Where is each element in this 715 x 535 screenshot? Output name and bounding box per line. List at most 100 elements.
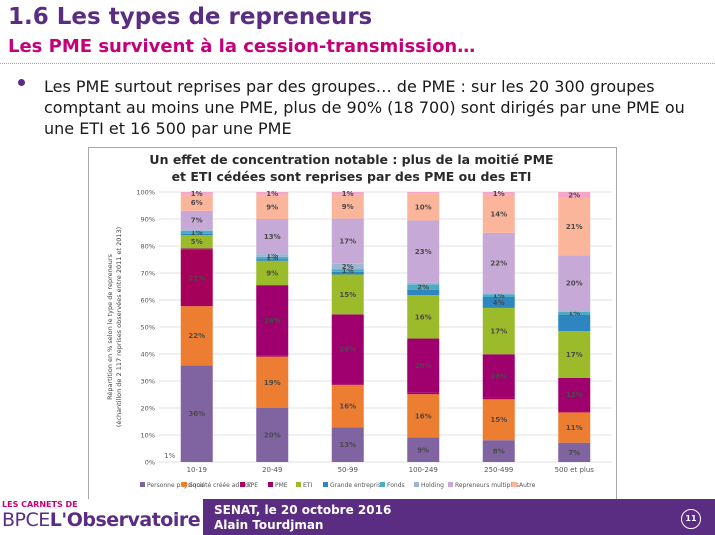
legend-swatch <box>323 482 328 487</box>
data-label: 36% <box>188 410 205 418</box>
y-tick-label: 70% <box>141 270 155 278</box>
bar-segment <box>180 210 213 230</box>
bar-segment <box>407 392 440 395</box>
bar-segment <box>331 383 364 385</box>
data-label: 10% <box>415 203 432 211</box>
legend-swatch <box>512 482 517 487</box>
bar-segment <box>180 194 213 211</box>
data-label: 20% <box>566 279 583 287</box>
bar-segment <box>180 249 213 307</box>
bar-segment <box>482 307 515 355</box>
bar-segment <box>407 282 440 285</box>
data-label: 16% <box>415 313 432 321</box>
data-label: 14% <box>490 210 507 218</box>
legend-label: PME <box>275 482 288 489</box>
page-title: 1.6 Les types de repreneurs <box>8 4 373 30</box>
bar-segment <box>482 399 515 441</box>
legend-swatch <box>296 482 301 487</box>
x-tick-label: 50-99 <box>338 466 358 474</box>
data-label: 2% <box>342 263 354 271</box>
bullet-text: Les PME surtout reprises par des groupes… <box>44 77 685 138</box>
bar-segment <box>256 219 289 255</box>
bar-segment <box>407 338 440 393</box>
bar-segment <box>558 310 591 312</box>
data-label: 1% <box>191 229 203 237</box>
legend-swatch <box>448 482 453 487</box>
bar-segment <box>558 192 591 198</box>
legend-label: Personne physique <box>147 482 204 489</box>
legend-swatch <box>182 482 187 487</box>
bar-segment <box>256 254 289 257</box>
bar-segment <box>407 437 440 462</box>
y-tick-label: 50% <box>141 324 155 332</box>
bar-segment <box>180 234 213 249</box>
x-tick-label: 100-249 <box>409 466 438 474</box>
bar-segment <box>180 192 213 195</box>
data-label: 6% <box>191 199 203 207</box>
bar-segment <box>256 356 289 408</box>
bar-segment <box>331 263 364 270</box>
legend-swatch <box>414 482 419 487</box>
data-label: 21% <box>566 223 583 231</box>
legend-label: Repreneurs multiples <box>455 482 519 489</box>
bar-segment <box>256 285 289 356</box>
bar-segment <box>331 427 364 462</box>
legend-swatch <box>140 482 145 487</box>
y-tick-label: 100% <box>136 189 155 197</box>
chart-title: Un effet de concentration notable : plus… <box>88 151 615 185</box>
bar-segment <box>331 384 364 428</box>
bar-segment <box>558 331 591 378</box>
y-axis-label: Répartition en % selon le type de repren… <box>106 253 114 399</box>
chart-title-line1: Un effet de concentration notable : plus… <box>149 152 554 167</box>
legend-swatch <box>240 482 245 487</box>
bar-segment <box>331 194 364 219</box>
data-label: 4% <box>493 299 505 307</box>
bar-segment <box>482 297 515 308</box>
bar-segment <box>558 412 591 443</box>
bar-segment <box>407 193 440 221</box>
y-tick-label: 60% <box>141 297 155 305</box>
bar-segment <box>558 255 591 311</box>
bar-segment <box>482 292 515 295</box>
y-tick-label: 20% <box>141 405 155 413</box>
bar-segment <box>558 197 591 256</box>
bar-segment <box>331 314 364 384</box>
bullet-icon <box>18 79 25 86</box>
bar-segment <box>256 259 289 261</box>
bar-segment <box>256 355 289 357</box>
logo: BPCEL'Observatoire <box>2 509 201 531</box>
data-label: 2% <box>417 283 429 291</box>
data-label: 13% <box>339 441 356 449</box>
legend-label: Société créée ad hoc <box>189 482 252 489</box>
data-label: 9% <box>417 446 429 454</box>
data-label: 7% <box>568 449 580 457</box>
chart-title-line2: et ETI cédées sont reprises par des PME … <box>171 169 532 184</box>
data-label: 1% <box>266 255 278 263</box>
bar-segment <box>331 271 364 275</box>
bar-segment <box>482 192 515 195</box>
bar-segment <box>256 194 289 219</box>
bar-segment <box>180 229 213 231</box>
data-label: 20% <box>415 362 432 370</box>
bar-segment <box>180 306 213 366</box>
bar-segment <box>256 256 289 260</box>
bar-segment <box>482 294 515 297</box>
y-tick-label: 0% <box>145 459 155 467</box>
data-label: 1% <box>266 252 278 260</box>
bar-segment <box>482 194 515 233</box>
data-label: 16% <box>490 373 507 381</box>
bar-segment <box>256 192 289 195</box>
bar-segment <box>331 218 364 264</box>
y-tick-label: 30% <box>141 378 155 386</box>
bar-segment <box>407 394 440 438</box>
footer-author: Alain Tourdjman <box>214 518 324 532</box>
bar-segment <box>407 284 440 290</box>
bar-segment <box>558 377 591 412</box>
data-label: 9% <box>266 270 278 278</box>
data-label: 5% <box>191 238 203 246</box>
data-label: 15% <box>339 291 356 299</box>
data-label: 20% <box>264 432 281 440</box>
bar-segment <box>482 397 515 400</box>
data-label: 9% <box>342 203 354 211</box>
